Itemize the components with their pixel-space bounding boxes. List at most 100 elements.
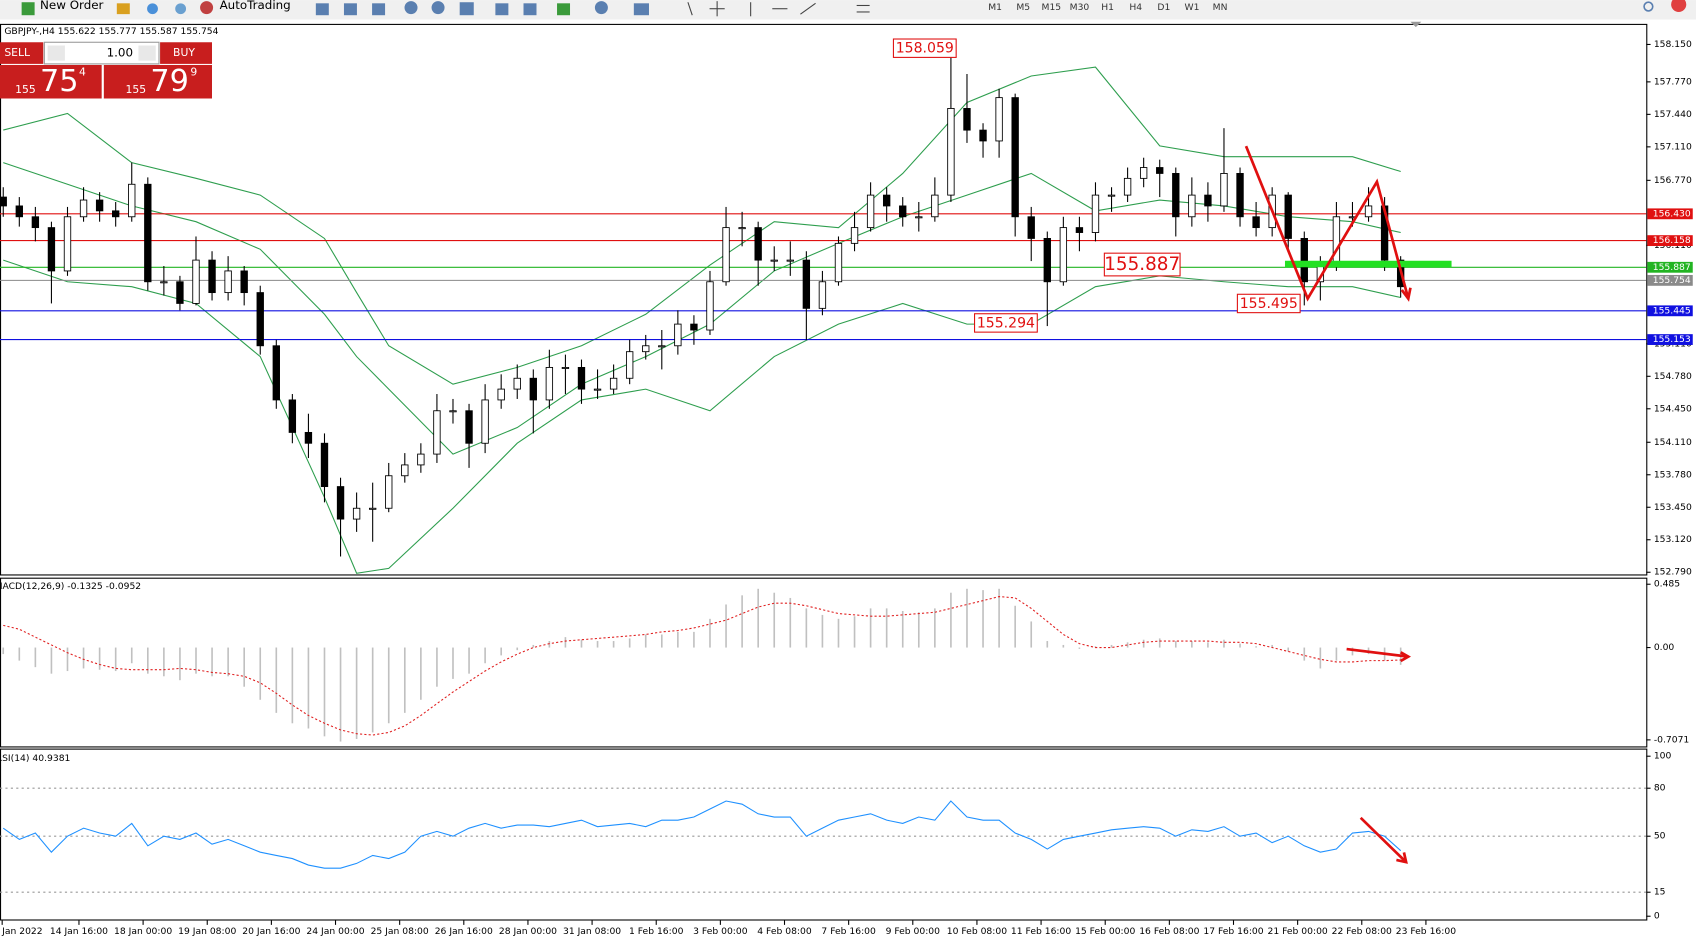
toolbar-icon[interactable] bbox=[495, 3, 509, 16]
annotation: 155.495 bbox=[1240, 296, 1298, 312]
candle-body bbox=[465, 410, 473, 444]
arrow-head bbox=[1400, 287, 1412, 302]
timeframe-button[interactable]: D1 bbox=[1157, 2, 1170, 13]
annotation-box bbox=[1236, 293, 1301, 314]
lots-value[interactable]: 1.00 bbox=[107, 46, 133, 60]
toolbar bbox=[0, 0, 1696, 20]
sell-price-pips: 75 bbox=[40, 64, 79, 99]
trendline-tool[interactable] bbox=[800, 2, 816, 15]
buy-price-box[interactable] bbox=[103, 64, 212, 99]
price-level-label: 155.887 bbox=[1653, 262, 1691, 273]
toolbar-icon[interactable] bbox=[315, 3, 329, 16]
new-order-button[interactable]: New Order bbox=[40, 0, 104, 12]
y-tick-label: 15 bbox=[1654, 887, 1666, 898]
indicators[interactable] bbox=[557, 3, 571, 16]
search[interactable] bbox=[1643, 1, 1654, 12]
sell-price-box[interactable] bbox=[0, 64, 102, 99]
timeframe-button[interactable]: M5 bbox=[1016, 2, 1030, 13]
candle-body bbox=[915, 216, 923, 219]
annotation: 155.294 bbox=[977, 315, 1035, 331]
x-tick-label: 3 Feb 00:00 bbox=[693, 926, 748, 937]
timeframe-button[interactable]: M15 bbox=[1042, 2, 1062, 13]
x-tick-label: 25 Jan 08:00 bbox=[371, 926, 429, 937]
candle-body bbox=[1059, 227, 1068, 283]
y-tick-label: -0.7071 bbox=[1654, 734, 1689, 745]
toolbar-icon[interactable] bbox=[147, 3, 158, 15]
candle-body bbox=[144, 183, 152, 283]
main-panel bbox=[0, 23, 1648, 576]
buy-label[interactable]: BUY bbox=[173, 46, 195, 59]
candle-body bbox=[818, 281, 827, 309]
candle-body bbox=[1027, 216, 1035, 239]
sell-button[interactable] bbox=[0, 42, 44, 64]
timeframe-button[interactable]: M30 bbox=[1070, 2, 1090, 13]
candle-body bbox=[690, 323, 698, 331]
x-tick-label: 23 Feb 16:00 bbox=[1396, 926, 1456, 937]
sell-price-fraction: 4 bbox=[79, 66, 86, 79]
zoom-out[interactable] bbox=[431, 1, 445, 15]
price-level-label: 155.445 bbox=[1653, 305, 1691, 316]
toolbar-icon[interactable] bbox=[523, 3, 537, 16]
annotation-box bbox=[974, 313, 1038, 333]
candle-body bbox=[63, 216, 72, 272]
annotation: 155.887 bbox=[1104, 254, 1180, 275]
lots-up[interactable] bbox=[138, 45, 156, 61]
candle-body bbox=[963, 108, 971, 131]
cursor-tool[interactable] bbox=[687, 2, 693, 16]
candle-body bbox=[786, 259, 794, 262]
new-order-icon[interactable] bbox=[21, 2, 35, 16]
candle-body bbox=[433, 410, 441, 455]
zoom-in[interactable] bbox=[404, 1, 418, 15]
toolbar-icon[interactable] bbox=[459, 2, 474, 16]
timeframe-button[interactable]: H1 bbox=[1101, 2, 1114, 13]
x-tick-label: 28 Jan 00:00 bbox=[499, 926, 557, 937]
toolbar-icon[interactable] bbox=[343, 3, 357, 16]
candle-body bbox=[545, 366, 554, 401]
candle-body bbox=[320, 442, 329, 488]
toolbar-icon[interactable] bbox=[175, 3, 187, 15]
x-tick-label: 1 Feb 16:00 bbox=[629, 926, 684, 937]
autotrading-button[interactable]: AutoTrading bbox=[220, 0, 291, 12]
candle-body bbox=[882, 194, 891, 207]
timeframe-button[interactable]: MN bbox=[1213, 2, 1228, 13]
templates[interactable] bbox=[633, 3, 649, 16]
timeframe-button[interactable]: M1 bbox=[988, 2, 1002, 13]
lots-input[interactable] bbox=[43, 41, 160, 65]
drawing-tools bbox=[687, 1, 870, 17]
toolbar-icon[interactable] bbox=[116, 3, 130, 15]
y-tick-label: 80 bbox=[1654, 783, 1666, 794]
annotation: 158.059 bbox=[896, 41, 954, 57]
price-level-label: 155.754 bbox=[1653, 275, 1691, 286]
rsi-title: RSI(14) 40.9381 bbox=[0, 753, 70, 764]
periods[interactable] bbox=[594, 1, 608, 15]
timeframe-button[interactable]: W1 bbox=[1184, 2, 1199, 13]
candle-body bbox=[385, 475, 393, 509]
candle-body bbox=[995, 97, 1003, 142]
x-tick-label: 4 Feb 08:00 bbox=[757, 926, 812, 937]
notifications[interactable] bbox=[1671, 0, 1687, 12]
x-tick-label: 15 Feb 00:00 bbox=[1075, 926, 1135, 937]
rsi-panel bbox=[0, 748, 1648, 921]
toolbar-icon[interactable] bbox=[372, 3, 386, 16]
y-tick-label: 156.770 bbox=[1654, 175, 1692, 186]
candle-body bbox=[947, 108, 955, 196]
candle-body bbox=[1364, 205, 1373, 218]
candle-body bbox=[674, 323, 682, 347]
candle-body bbox=[128, 183, 136, 218]
lots-down[interactable] bbox=[47, 45, 65, 61]
candle-body bbox=[417, 453, 425, 466]
candle-body bbox=[625, 351, 634, 379]
candle-body bbox=[336, 486, 345, 520]
timeframe-button[interactable]: H4 bbox=[1129, 2, 1142, 13]
candle-body bbox=[481, 399, 489, 444]
buy-button[interactable] bbox=[160, 42, 212, 64]
sell-label[interactable]: SELL bbox=[4, 46, 30, 59]
candle-body bbox=[95, 199, 104, 212]
candle-body bbox=[1011, 97, 1019, 218]
autotrading-icon[interactable] bbox=[200, 1, 214, 15]
candle-body bbox=[304, 431, 313, 444]
candle-body bbox=[834, 242, 843, 283]
candle-body bbox=[208, 259, 216, 294]
candle-body bbox=[1204, 194, 1212, 207]
